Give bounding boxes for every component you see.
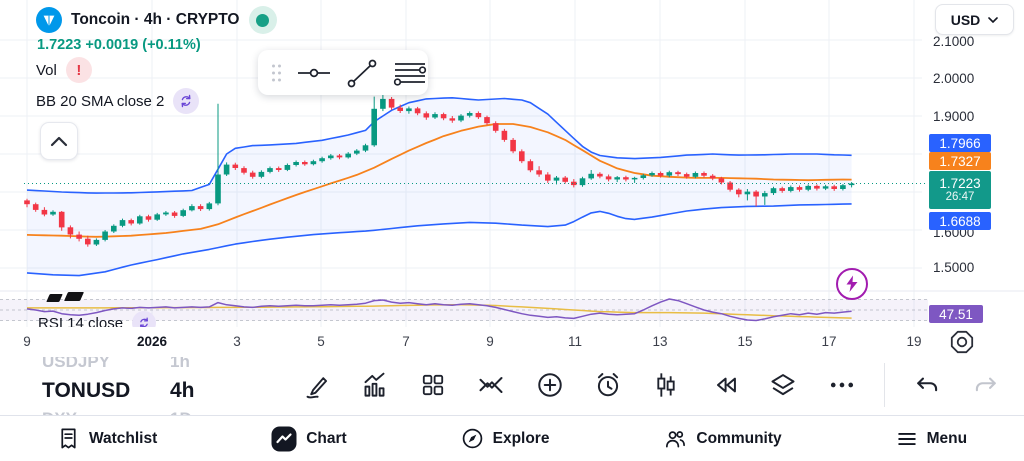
price-tick: 1.5000 bbox=[933, 260, 975, 275]
bar-style-button[interactable] bbox=[650, 369, 682, 401]
nav-label: Menu bbox=[926, 429, 968, 447]
indicators-button[interactable] bbox=[358, 369, 390, 401]
time-tick: 13 bbox=[652, 334, 668, 349]
price-tick: 1.9000 bbox=[933, 109, 975, 124]
bb-label: BB 20 SMA close 2 bbox=[36, 92, 165, 110]
nav-label: Watchlist bbox=[88, 429, 158, 447]
bb-lower-price-label: 1.6688 bbox=[929, 212, 991, 230]
last-price-text: 1.7223 bbox=[37, 37, 82, 53]
bb-indicator-row: BB 20 SMA close 2 bbox=[36, 88, 277, 114]
time-tick: 15 bbox=[737, 334, 753, 349]
time-axis[interactable]: 9 2026 3 5 7 9 11 13 15 17 19 bbox=[0, 327, 1024, 357]
layers-button[interactable] bbox=[767, 369, 799, 401]
compare-button[interactable] bbox=[475, 369, 507, 401]
replay-button[interactable] bbox=[709, 369, 741, 401]
community-icon bbox=[666, 431, 686, 448]
nav-menu[interactable]: Menu bbox=[896, 428, 967, 450]
bb-upper-price-label: 1.7966 bbox=[929, 134, 991, 152]
drag-handle[interactable] bbox=[270, 61, 283, 85]
picker-interval[interactable]: 1D bbox=[170, 409, 192, 416]
price-tick: 2.0000 bbox=[933, 71, 975, 86]
symbol-interval-picker[interactable]: USDJPY 1h TONUSD 4h DXY 1D bbox=[42, 352, 272, 416]
chart-legend: Toncoin · 4h · CRYPTO 1.7223 +0.0019 (+0… bbox=[36, 6, 277, 117]
lightning-icon bbox=[846, 275, 858, 292]
picker-row-next[interactable]: DXY 1D bbox=[42, 409, 272, 416]
add-button[interactable] bbox=[534, 369, 566, 401]
symbol-title: Toncoin · 4h · CRYPTO bbox=[71, 11, 240, 28]
market-status-icon[interactable] bbox=[248, 6, 277, 34]
time-tick: 19 bbox=[906, 334, 922, 349]
horizontal-line-tool-icon[interactable] bbox=[296, 60, 332, 86]
nav-chart[interactable]: Chart bbox=[271, 426, 347, 452]
volume-indicator-row: Vol ! bbox=[36, 57, 277, 83]
picker-row-active[interactable]: TONUSD 4h bbox=[42, 379, 272, 403]
warning-icon[interactable]: ! bbox=[65, 57, 92, 83]
flash-boost-button[interactable] bbox=[836, 268, 868, 300]
time-tick: 9 bbox=[23, 334, 31, 349]
chevron-up-icon bbox=[50, 136, 68, 147]
nav-label: Explore bbox=[492, 429, 550, 447]
nav-watchlist[interactable]: Watchlist bbox=[57, 427, 157, 450]
nav-community[interactable]: Community bbox=[663, 427, 782, 450]
currency-selected: USD bbox=[950, 11, 981, 28]
nav-explore[interactable]: Explore bbox=[461, 427, 550, 450]
time-tick: 2026 bbox=[136, 334, 168, 349]
time-tick: 17 bbox=[821, 334, 837, 349]
bb-basis-price-label: 1.7327 bbox=[929, 152, 991, 170]
draw-button[interactable] bbox=[300, 369, 332, 401]
chart-toolbar bbox=[300, 357, 1002, 413]
toncoin-logo bbox=[36, 7, 62, 33]
collapse-legend-button[interactable] bbox=[40, 122, 78, 160]
explore-icon bbox=[462, 428, 482, 449]
price-tick: 2.1000 bbox=[933, 34, 975, 49]
last-price-value: 1.7223 bbox=[939, 175, 981, 191]
picker-interval[interactable]: 4h bbox=[170, 379, 195, 402]
rsi-value-label: 47.51 bbox=[929, 305, 983, 323]
bottom-nav: Watchlist Chart Explore Community bbox=[0, 415, 1024, 461]
time-tick: 5 bbox=[317, 334, 325, 349]
nav-label: Chart bbox=[306, 429, 347, 447]
fib-retracement-tool-icon[interactable] bbox=[392, 60, 428, 86]
drawing-toolbar bbox=[258, 50, 428, 95]
chart-controls-strip: USDJPY 1h TONUSD 4h DXY 1D bbox=[0, 352, 1024, 416]
chevron-down-icon bbox=[988, 16, 999, 23]
picker-symbol[interactable]: TONUSD bbox=[42, 379, 131, 402]
currency-dropdown[interactable]: USD bbox=[935, 4, 1014, 35]
price-chart[interactable] bbox=[0, 0, 1024, 330]
sync-icon[interactable] bbox=[173, 88, 200, 114]
chart-icon bbox=[271, 426, 297, 451]
last-price-label: 1.7223 26:47 bbox=[929, 171, 991, 209]
trend-line-tool-icon[interactable] bbox=[345, 58, 379, 88]
watchlist-icon bbox=[61, 428, 76, 449]
bar-countdown: 26:47 bbox=[945, 191, 975, 204]
layouts-grid-button[interactable] bbox=[417, 369, 449, 401]
picker-symbol[interactable]: DXY bbox=[42, 409, 170, 416]
toolbar-divider bbox=[884, 363, 886, 407]
undo-button[interactable] bbox=[911, 369, 943, 401]
alert-button[interactable] bbox=[592, 369, 624, 401]
time-tick: 9 bbox=[486, 334, 494, 349]
price-change-text: +0.0019 (+0.11%) bbox=[85, 37, 201, 53]
time-tick: 7 bbox=[402, 334, 410, 349]
symbol-row[interactable]: Toncoin · 4h · CRYPTO bbox=[36, 6, 277, 34]
vol-label: Vol bbox=[36, 61, 57, 79]
time-tick: 11 bbox=[567, 334, 583, 349]
more-button[interactable] bbox=[826, 369, 858, 401]
redo-button[interactable] bbox=[970, 369, 1002, 401]
time-tick: 3 bbox=[233, 334, 241, 349]
nav-label: Community bbox=[696, 429, 782, 447]
axis-settings-gear-icon[interactable] bbox=[946, 327, 978, 357]
menu-icon bbox=[897, 432, 916, 445]
price-change-row: 1.7223 +0.0019 (+0.11%) bbox=[37, 37, 277, 53]
